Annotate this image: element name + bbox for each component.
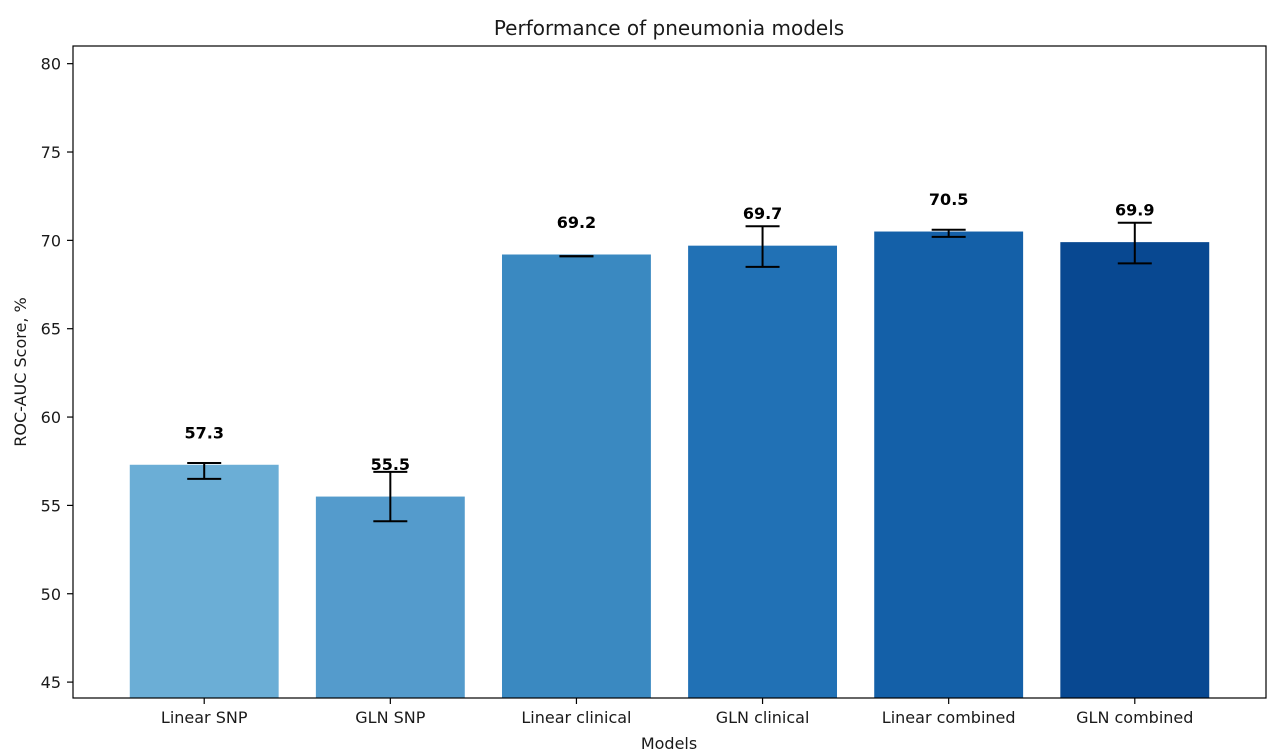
bar [501,254,651,698]
bar [874,231,1024,699]
bar-value-label: 69.7 [743,204,782,223]
bar [129,464,279,698]
x-tick-label: Linear combined [882,708,1016,727]
y-tick-label: 80 [41,55,61,74]
y-tick-label: 55 [41,496,61,515]
x-tick-label: Linear clinical [521,708,631,727]
x-tick-label: GLN clinical [716,708,810,727]
x-axis-ticks: Linear SNP GLN SNP Linear clinical GLN clin… [161,698,1193,727]
x-tick-label: GLN SNP [355,708,425,727]
bar-value-label: 70.5 [929,190,968,209]
y-axis-ticks: 45 50 55 60 65 70 75 80 [41,55,73,692]
x-axis-label: Models [641,734,697,753]
bar-value-label: 57.3 [184,423,223,442]
plot-frame [72,45,1267,699]
bars-group [129,231,1210,699]
bar-value-label: 69.9 [1115,201,1154,220]
y-tick-label: 50 [41,585,61,604]
y-tick-label: 75 [41,143,61,162]
y-axis-label: ROC-AUC Score, % [11,297,30,446]
x-tick-label: Linear SNP [161,708,248,727]
bar [315,496,465,698]
bar-value-label: 55.5 [371,455,410,474]
value-labels-group: 57.3 55.5 69.2 69.7 70.5 69.9 [184,190,1154,474]
x-tick-label: GLN combined [1076,708,1193,727]
y-tick-label: 45 [41,673,61,692]
chart-title: Performance of pneumonia models [494,16,844,40]
y-tick-label: 70 [41,231,61,250]
y-tick-label: 60 [41,408,61,427]
error-bars-group [187,221,1152,523]
bar-value-label: 69.2 [557,213,596,232]
bar [1060,242,1210,699]
y-tick-label: 65 [41,320,61,339]
bar [688,245,838,699]
